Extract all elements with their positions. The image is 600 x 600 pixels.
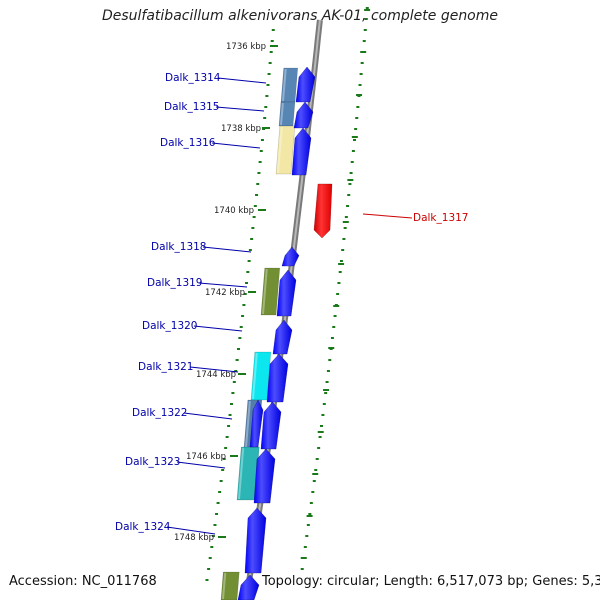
domain-highlight (277, 126, 283, 174)
domain-highlight (282, 68, 287, 102)
scale-label: 1738 kbp (221, 124, 261, 134)
scale-label: 1740 kbp (214, 206, 254, 216)
map-title: Desulfatibacillum alkenivorans AK-01, co… (101, 8, 499, 24)
forward-gene-arrow (244, 507, 267, 574)
gene-leader-line (362, 213, 413, 219)
domain-highlight (222, 572, 227, 600)
gene-label: Dalk_1318 (151, 241, 207, 253)
protein-domain-block (220, 571, 240, 600)
gene-leader-line (176, 461, 226, 469)
forward-gene-arrow (272, 319, 293, 355)
domain-highlight (238, 447, 245, 500)
scale-label: 1748 kbp (174, 533, 214, 543)
scale-label: 1746 kbp (186, 452, 226, 462)
domain-highlight (262, 268, 268, 315)
protein-domain-block (260, 267, 281, 316)
domain-highlight (252, 352, 258, 400)
gene-leader-line (183, 412, 233, 420)
domain-highlight (280, 102, 284, 126)
gene-leader-line (217, 77, 267, 84)
domain-highlight (245, 400, 251, 448)
protein-domain-block (275, 125, 296, 175)
forward-gene-arrow (281, 246, 300, 267)
forward-gene-arrow (260, 401, 282, 450)
gene-label: Dalk_1323 (125, 456, 181, 468)
scale-label: 1744 kbp (196, 370, 236, 380)
gene-label: Dalk_1324 (115, 521, 171, 533)
forward-gene-arrow (276, 269, 297, 317)
gene-leader-line (215, 106, 265, 112)
forward-gene-arrow (293, 101, 314, 129)
gene-label: Dalk_1320 (142, 320, 198, 332)
gene-leader-line (166, 526, 216, 535)
accession-text: Accession: NC_011768 (9, 574, 157, 589)
gene-leader-line (193, 325, 243, 332)
scale-label: 1736 kbp (226, 42, 266, 52)
gene-label: Dalk_1317 (413, 212, 469, 224)
gene-label: Dalk_1321 (138, 361, 194, 373)
reverse-gene-arrow (313, 183, 333, 239)
forward-gene-arrow (266, 353, 289, 403)
protein-domain-block (280, 67, 298, 103)
gene-label: Dalk_1319 (147, 277, 203, 289)
forward-gene-arrow (253, 448, 276, 504)
gene-label: Dalk_1322 (132, 407, 188, 419)
gene-leader-line (189, 366, 239, 373)
forward-gene-arrow (249, 399, 264, 448)
gene-label: Dalk_1314 (165, 72, 221, 84)
scale-label: 1742 kbp (205, 288, 245, 298)
genome-summary-text: Topology: circular; Length: 6,517,073 bp… (262, 574, 600, 589)
gene-label: Dalk_1315 (164, 101, 220, 113)
forward-gene-arrow (237, 574, 260, 600)
gene-leader-line (198, 282, 248, 288)
forward-gene-arrow (291, 127, 312, 176)
gene-label: Dalk_1316 (160, 137, 216, 149)
protein-domain-block (250, 351, 272, 401)
forward-gene-arrow (295, 66, 316, 103)
gene-leader-line (211, 142, 261, 149)
gene-leader-line (202, 246, 252, 253)
